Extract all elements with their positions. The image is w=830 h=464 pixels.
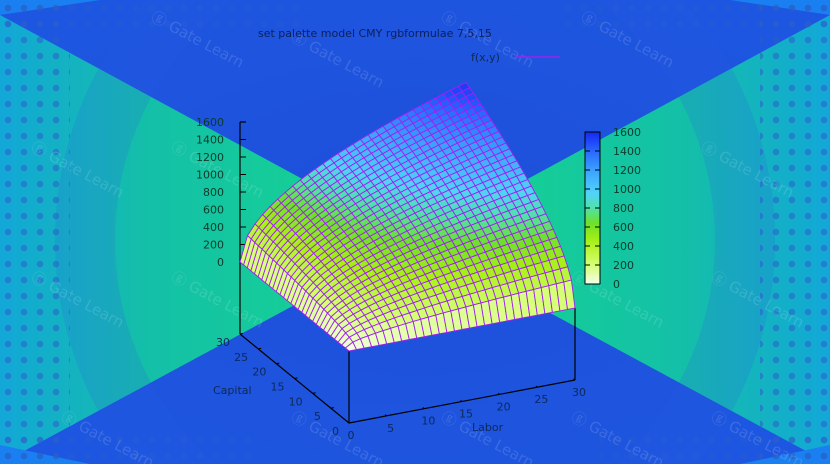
colorbar-tick-label: 200 xyxy=(613,259,634,272)
z-tick-label: 200 xyxy=(203,239,224,252)
z-tick-label: 800 xyxy=(203,186,224,199)
colorbar-tick-label: 0 xyxy=(613,278,620,291)
x-tick-label: 20 xyxy=(497,400,511,413)
z-tick-label: 1400 xyxy=(196,134,224,147)
y-tick-label: 25 xyxy=(234,351,248,364)
x-tick-label: 5 xyxy=(387,422,394,435)
y-tick-label: 0 xyxy=(332,425,339,438)
axes: 0200400600800100012001400160005101520253… xyxy=(196,116,586,442)
left-band xyxy=(0,15,415,464)
chart-title: set palette model CMY rgbformulae 7,5,15 xyxy=(258,27,492,40)
x-tick-label: 10 xyxy=(421,415,435,428)
legend: f(x,y) xyxy=(471,51,560,64)
colorbar-tick-label: 400 xyxy=(613,240,634,253)
x-tick-label: 25 xyxy=(534,393,548,406)
y-tick-label: 20 xyxy=(252,366,266,379)
y-tick-label: 10 xyxy=(289,395,303,408)
colorbar-tick-label: 800 xyxy=(613,202,634,215)
colorbar-tick-label: 1200 xyxy=(613,164,641,177)
colorbar-tick-label: 1400 xyxy=(613,145,641,158)
z-tick-label: 1200 xyxy=(196,151,224,164)
x-tick-label: 30 xyxy=(572,386,586,399)
legend-label: f(x,y) xyxy=(471,51,500,64)
y-tick-label: 15 xyxy=(271,381,285,394)
x-tick-label: 0 xyxy=(348,429,355,442)
colorbar-tick-label: 1000 xyxy=(613,183,641,196)
y-tick-label: 5 xyxy=(314,410,321,423)
colorbar-tick-label: 600 xyxy=(613,221,634,234)
z-tick-label: 600 xyxy=(203,204,224,217)
colorbar-tick-label: 1600 xyxy=(613,126,641,139)
x-tick-label: 15 xyxy=(459,408,473,421)
y-tick-label: 30 xyxy=(216,336,230,349)
colorbar: 0 200 400 600 800 1000 1200 1400 1600 xyxy=(584,126,641,291)
y-axis-label: Capital xyxy=(213,384,252,397)
x-axis-label: Labor xyxy=(472,421,504,434)
right-band xyxy=(415,15,830,464)
z-tick-label: 0 xyxy=(217,256,224,269)
surface-mesh xyxy=(239,81,576,352)
z-tick-label: 1000 xyxy=(196,169,224,182)
z-tick-label: 1600 xyxy=(196,116,224,129)
z-tick-label: 400 xyxy=(203,221,224,234)
